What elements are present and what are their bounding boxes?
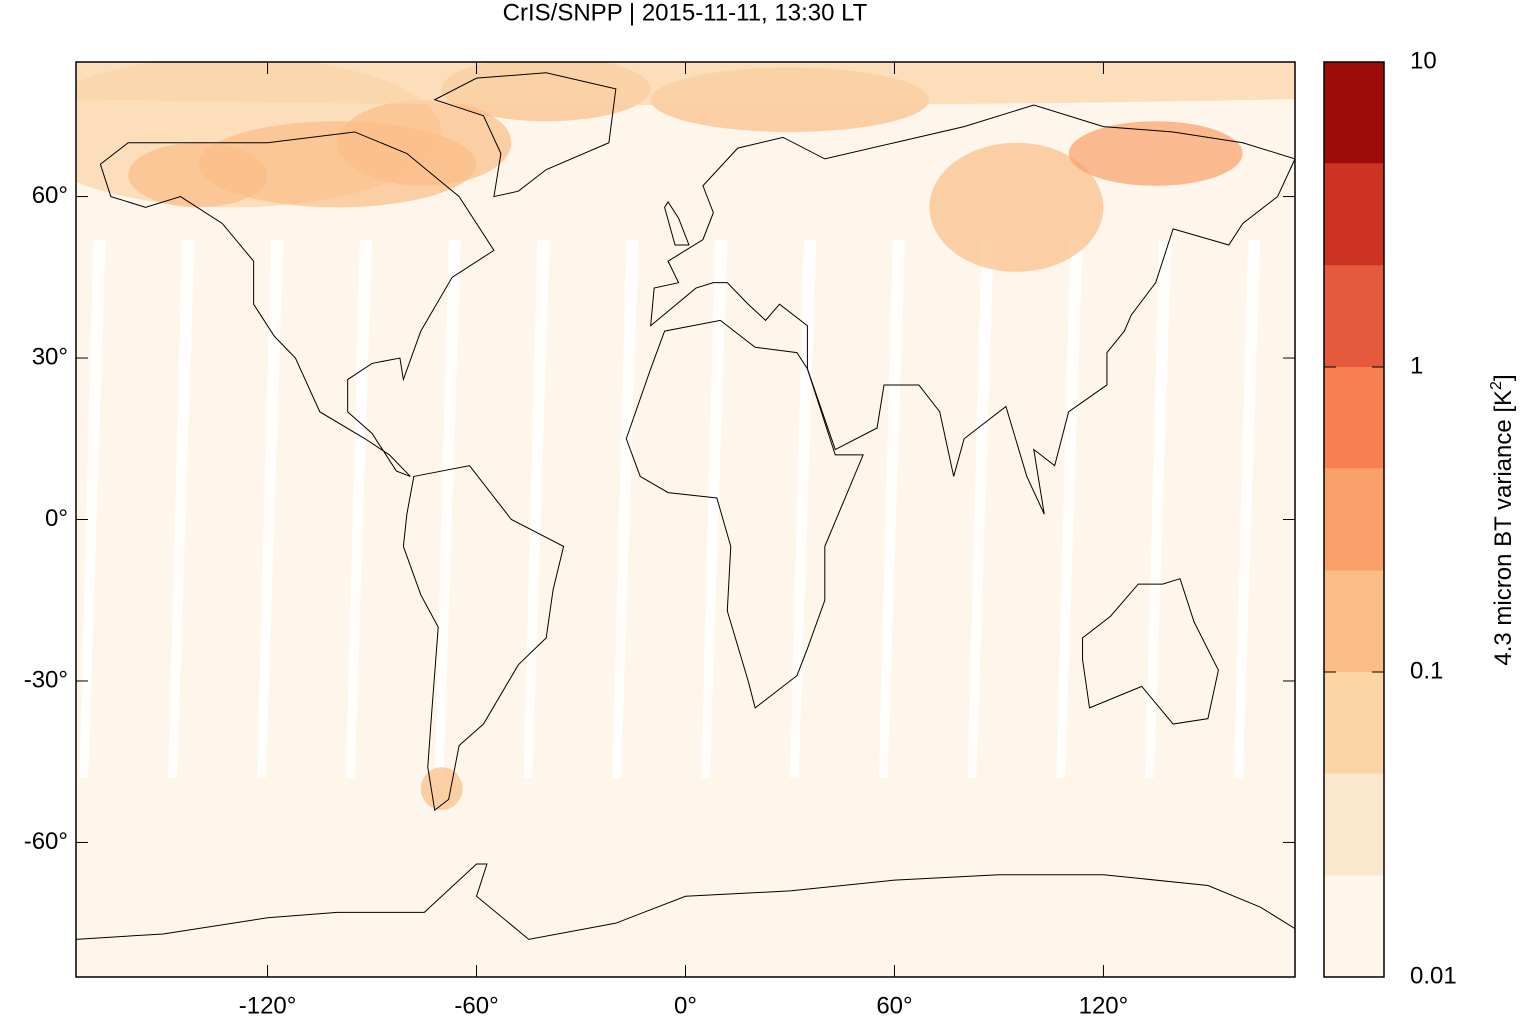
chart-title: CrIS/SNPP | 2015-11-11, 13:30 LT xyxy=(503,0,868,26)
variance-patch xyxy=(337,99,512,186)
colorbar-tick-label: 10 xyxy=(1410,47,1437,74)
map-layer xyxy=(76,62,1295,977)
coastline xyxy=(402,465,565,812)
swath-gap xyxy=(1056,239,1083,778)
colorbar-tick-label: 1 xyxy=(1410,352,1423,379)
colorbar-level xyxy=(1324,672,1384,774)
variance-patch xyxy=(76,62,1295,106)
variance-patch xyxy=(420,767,463,811)
y-tick-label: 0° xyxy=(45,505,68,532)
swath-gap xyxy=(878,239,905,778)
coastline xyxy=(433,72,617,198)
colorbar-label: 4.3 micron BT variance [K2] xyxy=(1488,374,1517,665)
swath-gap xyxy=(1145,239,1172,778)
coastline xyxy=(99,131,495,477)
coastline xyxy=(664,201,690,246)
colorbar-level xyxy=(1324,468,1384,571)
colorbar-level xyxy=(1324,570,1384,672)
y-tick-label: 30° xyxy=(32,343,68,370)
x-tick-label: -120° xyxy=(239,992,297,1019)
y-tick-label: -30° xyxy=(24,666,68,693)
colorbar-level xyxy=(1324,265,1384,367)
x-tick-label: 120° xyxy=(1079,992,1129,1019)
colorbar-level xyxy=(1324,62,1384,164)
colorbar-frame xyxy=(1323,61,1385,978)
colorbar-level xyxy=(1324,773,1384,876)
colorbar-tick-label: 0.1 xyxy=(1410,657,1443,684)
swath-gap xyxy=(345,239,373,778)
colorbar-level xyxy=(1324,875,1384,977)
map-inner xyxy=(76,62,1295,977)
swath-gap xyxy=(701,239,728,778)
swath-gap xyxy=(168,239,195,778)
y-tick-label: -60° xyxy=(24,828,68,855)
coastline xyxy=(1082,578,1219,725)
x-tick-label: 60° xyxy=(876,992,912,1019)
variance-patch xyxy=(1068,121,1243,186)
swath-gap xyxy=(967,239,994,778)
swath-gap xyxy=(79,239,106,778)
colorbar-label-end: ] xyxy=(1490,374,1517,381)
swath-gap xyxy=(434,239,461,778)
colorbar-level xyxy=(1324,367,1384,469)
swath-gap xyxy=(1234,239,1261,778)
coastline xyxy=(625,319,864,709)
coastline xyxy=(650,104,1295,515)
variance-patch xyxy=(128,142,268,208)
colorbar-level xyxy=(1324,163,1384,266)
colorbar-label-text: 4.3 micron BT variance [K xyxy=(1490,390,1517,666)
coastline xyxy=(76,863,1295,949)
colorbar-label-sup: 2 xyxy=(1488,381,1505,390)
variance-patch xyxy=(929,142,1104,272)
y-tick-label: 60° xyxy=(32,182,68,209)
x-tick-label: 0° xyxy=(674,992,697,1019)
swath-gap xyxy=(612,239,639,778)
colorbar-tick-label: 0.01 xyxy=(1410,962,1457,989)
swath-gap xyxy=(257,239,284,778)
swath-gap xyxy=(523,239,550,778)
x-tick-label: -60° xyxy=(454,992,498,1019)
